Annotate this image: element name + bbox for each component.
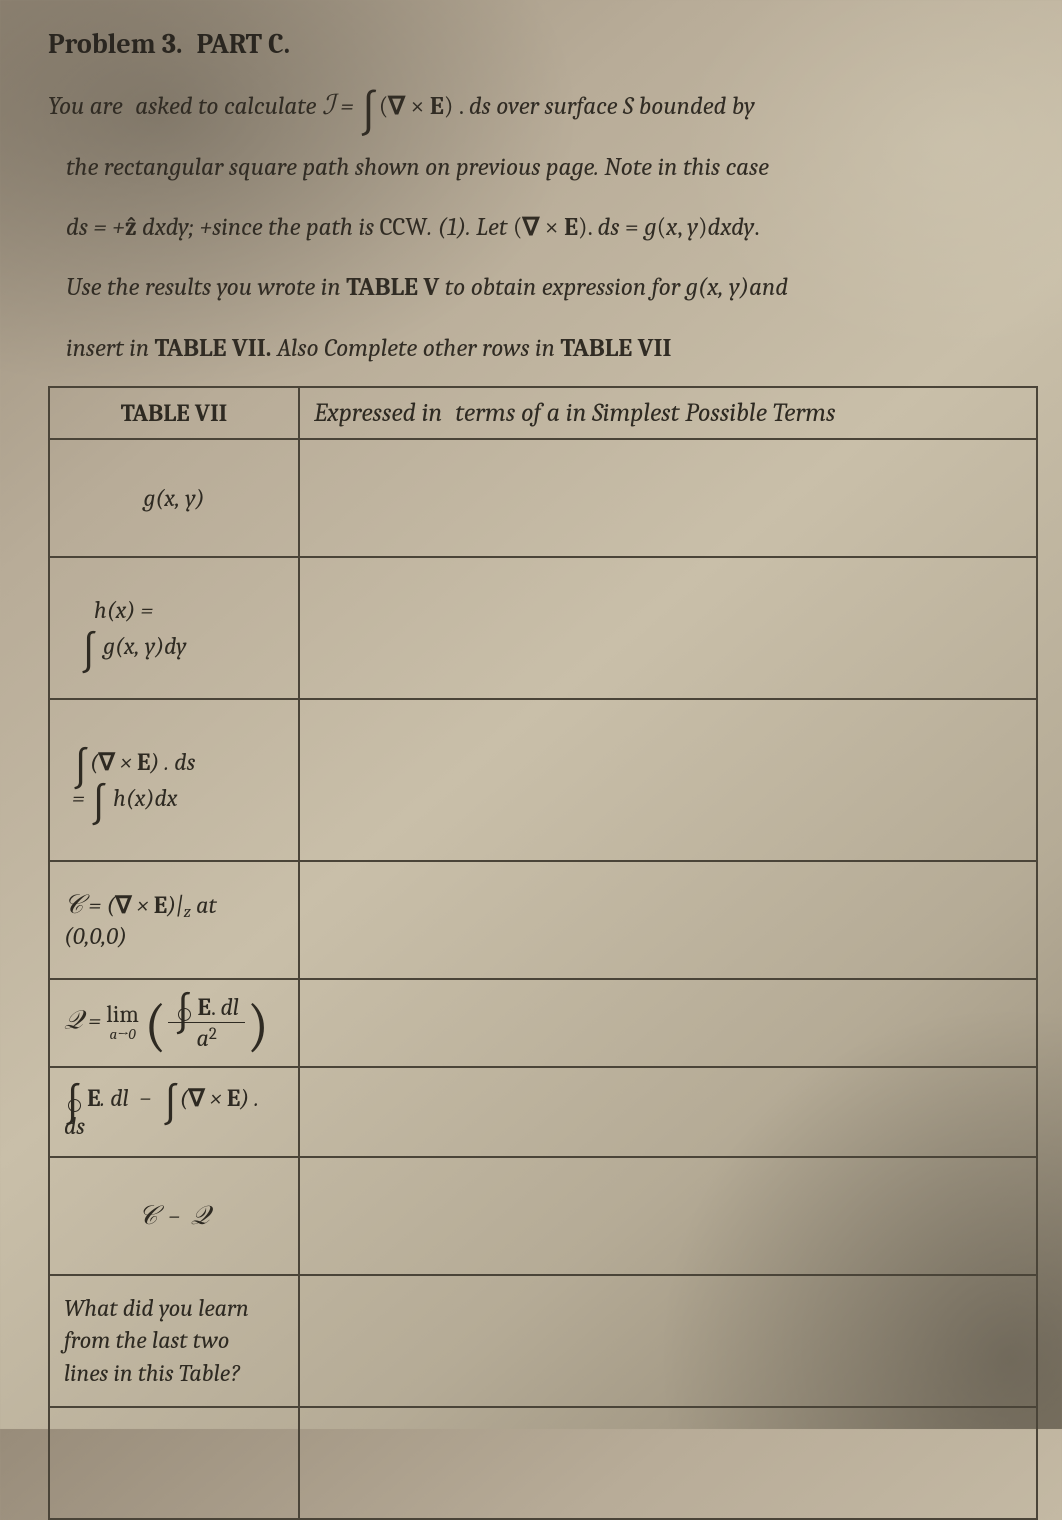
text: to obtain expression for g(x, y)and [439,273,788,302]
cell-q-value [299,979,1037,1067]
table-header-row: TABLE VII Expressed in terms of a in Sim… [49,387,1037,439]
cell-hx-label: h(x) = ∫ g(x, y)dy [49,557,299,699]
table-vii-ref: TABLE VII. [155,334,272,363]
cell-hx-value [299,557,1037,699]
header-right: Expressed in terms of a in Simplest Poss… [299,387,1037,439]
script-j: ℐ [322,89,335,120]
row-diff2: 𝒞 − 𝒬 [49,1157,1037,1275]
script-q: 𝒬 [64,1004,83,1034]
row-c: 𝒞 = (∇ × E)|z at (0,0,0) [49,861,1037,979]
cell-curlint-value [299,699,1037,861]
row-q: 𝒬 = lima→0 ( ∫ E. dl a2 ) [49,979,1037,1067]
row-learn: What did you learn from the last two lin… [49,1275,1037,1407]
prose-line-1: You are asked to calculate ℐ = ∫(∇ × E) … [48,80,1038,131]
learn-l1: What did you learn [64,1294,249,1322]
learn-l3: lines in this Table? [64,1359,240,1387]
cell-c-label: 𝒞 = (∇ × E)|z at (0,0,0) [49,861,299,979]
row-gxy: g(x, y) [49,439,1037,557]
learn-l2: from the last two [64,1326,229,1354]
ccw: CCW [380,213,428,242]
limit: lima→0 [106,1002,139,1043]
prose-line-2: the rectangular square path shown on pre… [48,145,1038,191]
row-curl-integral: ∫(∇ × E) . ds = ∫ h(x)dx [49,699,1037,861]
cell-gxy-label: g(x, y) [49,439,299,557]
prose-line-4: Use the results you wrote in TABLE V to … [48,265,1038,311]
text: insert in [66,334,155,363]
row-hx: h(x) = ∫ g(x, y)dy [49,557,1037,699]
cell-c-value [299,861,1037,979]
cell-diff1-value [299,1067,1037,1157]
cell-diff2-value [299,1157,1037,1275]
cell-curlint-label: ∫(∇ × E) . ds = ∫ h(x)dx [49,699,299,861]
problem-heading: Problem 3. PART C. [48,28,1038,60]
row-blank [49,1407,1037,1519]
cell-gxy-value [299,439,1037,557]
text: Also Complete other rows in [271,334,560,363]
z-hat: ẑ [125,213,137,242]
text: ds = + [66,213,125,242]
cell-q-label: 𝒬 = lima→0 ( ∫ E. dl a2 ) [49,979,299,1067]
curl-e-ds: (∇ × E) . ds [379,92,491,121]
prose-line-3: ds = +ẑ dxdy; +since the path is CCW. (1… [48,205,1038,251]
cell-learn-label: What did you learn from the last two lin… [49,1275,299,1407]
text: Use the results you wrote in [66,273,346,302]
eqn: (∇ × E). ds = g(x, y)dxdy. [513,213,760,242]
text: dxdy; +since the path is [137,213,380,242]
text: You are asked to calculate [48,92,322,121]
text: = [335,92,359,121]
cell-blank-left [49,1407,299,1519]
cell-learn-value [299,1275,1037,1407]
header-left: TABLE VII [49,387,299,439]
cell-blank-right [299,1407,1037,1519]
cell-diff1-label: ∫ E. dl − ∫(∇ × E) . ds [49,1067,299,1157]
prose-line-5: insert in TABLE VII. Also Complete other… [48,326,1038,372]
cell-diff2-label: 𝒞 − 𝒬 [49,1157,299,1275]
row-diff1: ∫ E. dl − ∫(∇ × E) . ds [49,1067,1037,1157]
script-c: 𝒞 [138,1200,157,1230]
table-vii: TABLE VII Expressed in terms of a in Sim… [48,386,1038,1520]
script-c: 𝒞 [64,889,83,919]
script-q: 𝒬 [191,1200,210,1230]
text: over surface S bounded by [491,92,755,121]
fraction: ∫ E. dl a2 [168,994,245,1052]
text: . (1). Let [428,213,513,242]
table-vii-ref-2: TABLE VII [560,334,671,363]
table-v-ref: TABLE V [346,273,439,302]
